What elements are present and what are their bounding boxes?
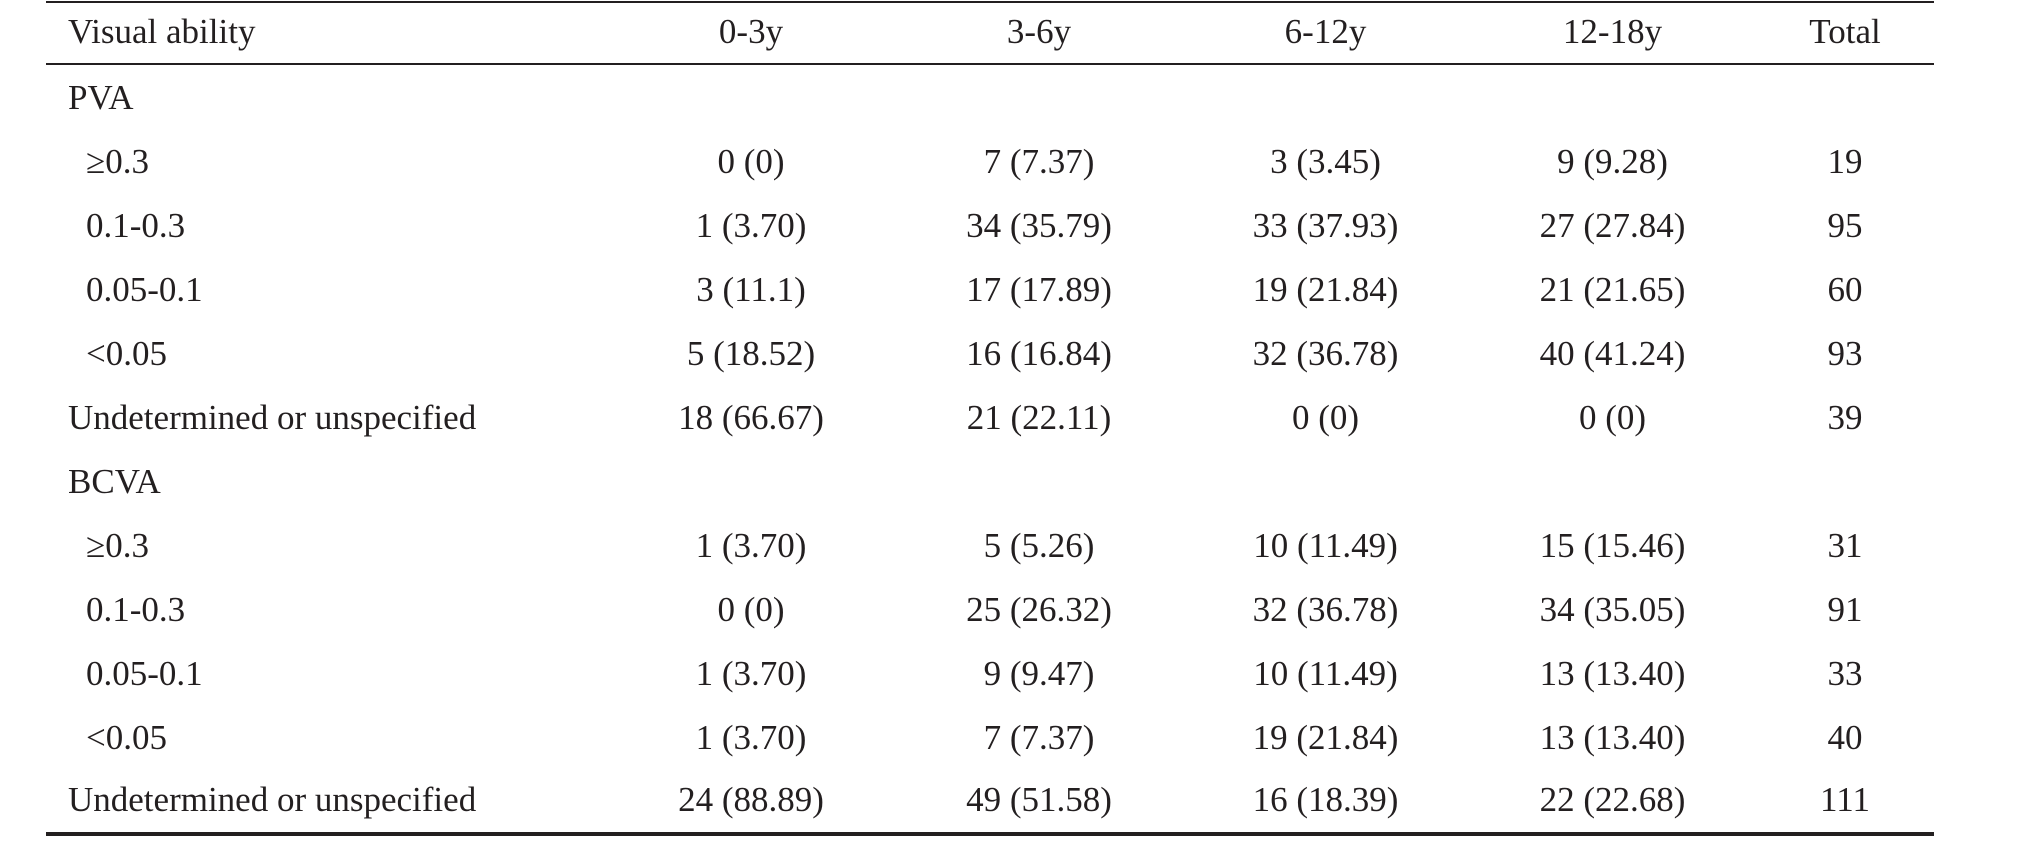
cell-0-3y: 5 (18.52) bbox=[686, 334, 816, 373]
cell-total: 40 bbox=[1827, 718, 1863, 757]
cell-12-18y: 13 (13.40) bbox=[1539, 654, 1686, 693]
header-6-12y: 6-12y bbox=[1284, 12, 1367, 51]
cell-total: 95 bbox=[1827, 206, 1863, 245]
cell-total bbox=[1756, 450, 1934, 514]
cell-0-3y: 18 (66.67) bbox=[678, 398, 824, 437]
cell-6-12y: 32 (36.78) bbox=[1252, 590, 1399, 629]
cell-total: 31 bbox=[1827, 526, 1863, 565]
top-rule bbox=[46, 1, 1934, 3]
cell-12-18y bbox=[1469, 450, 1756, 514]
row-label: Undetermined or unspecified bbox=[68, 398, 477, 437]
cell-6-12y: 33 (37.93) bbox=[1252, 206, 1399, 245]
cell-3-6y: 21 (22.11) bbox=[966, 398, 1112, 437]
cell-12-18y: 13 (13.40) bbox=[1539, 718, 1686, 757]
cell-12-18y: 22 (22.68) bbox=[1539, 780, 1686, 819]
cell-12-18y: 9 (9.28) bbox=[1557, 142, 1668, 181]
row-label: 0.05-0.1 bbox=[86, 270, 203, 309]
cell-total: 111 bbox=[1820, 780, 1870, 819]
cell-6-12y: 32 (36.78) bbox=[1252, 334, 1399, 373]
header-12-18y: 12-18y bbox=[1562, 12, 1663, 51]
cell-0-3y: 1 (3.70) bbox=[695, 206, 807, 245]
cell-6-12y: 3 (3.45) bbox=[1270, 142, 1381, 181]
cell-12-18y: 34 (35.05) bbox=[1539, 590, 1686, 629]
cell-total: 93 bbox=[1827, 334, 1863, 373]
table-row: 0.1-0.3 1 (3.70) 34 (35.79) 33 (37.93) 2… bbox=[46, 194, 1934, 258]
cell-3-6y: 5 (5.26) bbox=[983, 526, 1095, 565]
cell-12-18y: 21 (21.65) bbox=[1539, 270, 1686, 309]
cell-0-3y: 1 (3.70) bbox=[695, 654, 807, 693]
row-label: ≥0.3 bbox=[86, 142, 149, 181]
cell-0-3y: 0 (0) bbox=[717, 590, 785, 629]
cell-total: 19 bbox=[1827, 142, 1863, 181]
cell-0-3y: 24 (88.89) bbox=[678, 780, 824, 819]
cell-6-12y: 0 (0) bbox=[1291, 398, 1360, 437]
cell-6-12y bbox=[1182, 66, 1469, 130]
cell-6-12y: 10 (11.49) bbox=[1253, 654, 1398, 693]
row-label: <0.05 bbox=[86, 334, 167, 373]
header-total: Total bbox=[1809, 12, 1881, 51]
cell-6-12y: 19 (21.84) bbox=[1252, 270, 1399, 309]
cell-3-6y: 49 (51.58) bbox=[966, 780, 1112, 819]
cell-6-12y bbox=[1182, 450, 1469, 514]
header-row: Visual ability 0-3y 3-6y 6-12y 12-18y To… bbox=[46, 0, 1934, 64]
table-row: Undetermined or unspecified 18 (66.67) 2… bbox=[46, 386, 1934, 450]
cell-3-6y: 25 (26.32) bbox=[966, 590, 1112, 629]
cell-total bbox=[1756, 66, 1934, 130]
header-visual-ability: Visual ability bbox=[68, 12, 256, 51]
table-row: 0.05-0.1 3 (11.1) 17 (17.89) 19 (21.84) … bbox=[46, 258, 1934, 322]
section-row-bcva: BCVA bbox=[46, 450, 1934, 514]
table-row: Undetermined or unspecified 24 (88.89) 4… bbox=[46, 768, 1934, 832]
header-rule bbox=[46, 63, 1934, 65]
row-label: 0.1-0.3 bbox=[86, 590, 186, 629]
cell-0-3y bbox=[606, 450, 896, 514]
header-3-6y: 3-6y bbox=[1006, 12, 1072, 51]
table-row: ≥0.3 1 (3.70) 5 (5.26) 10 (11.49) 15 (15… bbox=[46, 514, 1934, 578]
cell-total: 39 bbox=[1827, 398, 1863, 437]
cell-3-6y: 7 (7.37) bbox=[983, 718, 1095, 757]
cell-3-6y: 34 (35.79) bbox=[966, 206, 1112, 245]
cell-12-18y: 40 (41.24) bbox=[1539, 334, 1686, 373]
cell-3-6y: 16 (16.84) bbox=[966, 334, 1112, 373]
cell-12-18y bbox=[1469, 66, 1756, 130]
cell-total: 60 bbox=[1827, 270, 1863, 309]
cell-0-3y: 1 (3.70) bbox=[695, 526, 807, 565]
cell-3-6y: 9 (9.47) bbox=[983, 654, 1095, 693]
cell-6-12y: 16 (18.39) bbox=[1252, 780, 1399, 819]
row-label: PVA bbox=[68, 78, 134, 117]
cell-6-12y: 10 (11.49) bbox=[1253, 526, 1398, 565]
cell-3-6y bbox=[896, 450, 1182, 514]
cell-3-6y bbox=[896, 66, 1182, 130]
cell-6-12y: 19 (21.84) bbox=[1252, 718, 1399, 757]
cell-12-18y: 27 (27.84) bbox=[1539, 206, 1686, 245]
cell-total: 91 bbox=[1827, 590, 1863, 629]
cell-3-6y: 17 (17.89) bbox=[966, 270, 1112, 309]
cell-3-6y: 7 (7.37) bbox=[983, 142, 1095, 181]
header-0-3y: 0-3y bbox=[718, 12, 784, 51]
table-row: 0.05-0.1 1 (3.70) 9 (9.47) 10 (11.49) 13… bbox=[46, 642, 1934, 706]
bottom-rule bbox=[46, 832, 1934, 836]
cell-0-3y bbox=[606, 66, 896, 130]
row-label: BCVA bbox=[68, 462, 161, 501]
section-row-pva: PVA bbox=[46, 66, 1934, 130]
row-label: 0.1-0.3 bbox=[86, 206, 186, 245]
table-row: 0.1-0.3 0 (0) 25 (26.32) 32 (36.78) 34 (… bbox=[46, 578, 1934, 642]
cell-12-18y: 15 (15.46) bbox=[1539, 526, 1686, 565]
row-label: <0.05 bbox=[86, 718, 167, 757]
table-row: <0.05 5 (18.52) 16 (16.84) 32 (36.78) 40… bbox=[46, 322, 1934, 386]
cell-0-3y: 3 (11.1) bbox=[696, 270, 806, 309]
table-row: <0.05 1 (3.70) 7 (7.37) 19 (21.84) 13 (1… bbox=[46, 706, 1934, 770]
row-label: Undetermined or unspecified bbox=[68, 780, 477, 819]
cell-0-3y: 1 (3.70) bbox=[695, 718, 807, 757]
row-label: 0.05-0.1 bbox=[86, 654, 203, 693]
row-label: ≥0.3 bbox=[86, 526, 149, 565]
table-row: ≥0.3 0 (0) 7 (7.37) 3 (3.45) 9 (9.28) 19 bbox=[46, 130, 1934, 194]
cell-total: 33 bbox=[1827, 654, 1863, 693]
cell-0-3y: 0 (0) bbox=[717, 142, 785, 181]
cell-12-18y: 0 (0) bbox=[1578, 398, 1647, 437]
